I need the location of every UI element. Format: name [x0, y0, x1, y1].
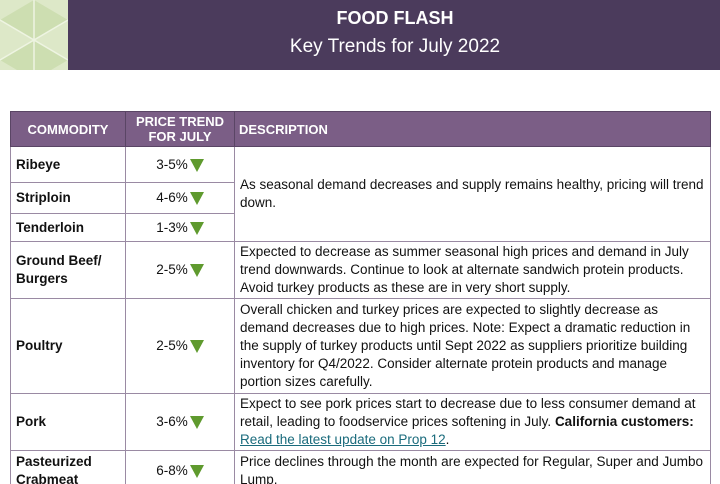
- table-row: Pasteurized Crabmeat 6-8% Price declines t…: [10, 450, 711, 484]
- price-trend: 1-3%: [125, 213, 235, 242]
- commodity: Ground Beef/ Burgers: [10, 241, 126, 299]
- price-trend: 4-6%: [125, 182, 235, 214]
- column-header: PRICE TREND FOR JULY: [125, 111, 235, 147]
- description-bold: California customers:: [554, 414, 694, 429]
- description: Expected to decrease as summer seasonal …: [234, 241, 711, 299]
- commodity: Tenderloin: [10, 213, 126, 242]
- description-text: Overall chicken and turkey prices are ex…: [240, 302, 691, 389]
- description: As seasonal demand decreases and supply …: [234, 146, 711, 242]
- table-row: Striploin 4-6%: [10, 182, 711, 214]
- trend-value: 1-3%: [156, 219, 188, 235]
- trend-value: 3-5%: [156, 156, 188, 172]
- price-trend: 2-5%: [125, 241, 235, 299]
- table-row: Pork 3-6% Expect to see pork prices start …: [10, 393, 711, 451]
- title: FOOD FLASH: [336, 8, 454, 28]
- link[interactable]: Read the latest update on Prop 12: [240, 432, 446, 447]
- down-arrow: [189, 416, 204, 430]
- price-trend: 2-5%: [125, 298, 235, 394]
- description-text: As seasonal demand decreases and supply …: [240, 177, 704, 210]
- commodity: Pork: [10, 393, 126, 451]
- trend-value: 2-5%: [156, 338, 188, 353]
- down-arrow: [189, 221, 204, 235]
- down-arrow: [189, 192, 204, 206]
- price-trend: 3-5%: [125, 146, 235, 183]
- commodity: Ribeye: [10, 146, 126, 183]
- down-arrow: [189, 264, 204, 278]
- trend-value: 6-8%: [156, 462, 188, 478]
- description-text: Price declines through the month are exp…: [240, 453, 704, 484]
- description: Expect to see pork prices start to decre…: [234, 393, 711, 451]
- description-end: .: [445, 432, 450, 447]
- commodity: Striploin: [10, 182, 126, 214]
- description-text: Expected to decrease as summer seasonal …: [240, 244, 689, 295]
- price-trend: 6-8%: [125, 450, 235, 484]
- down-arrow: [189, 158, 204, 172]
- commodity: Poultry: [10, 298, 126, 394]
- table-row: Ribeye 3-5% As seasonal demand decreases a…: [10, 146, 711, 242]
- trend-value: 3-6%: [156, 414, 188, 429]
- description: Overall chicken and turkey prices are ex…: [234, 298, 711, 394]
- banner: FOOD FLASH Key Trends for July 2022: [0, 0, 720, 70]
- down-arrow: [189, 340, 204, 354]
- column-header: COMMODITY: [10, 111, 126, 147]
- description: Price declines through the month are exp…: [234, 450, 711, 484]
- trend-value: 2-5%: [156, 262, 188, 277]
- table: COMMODITY PRICE TREND FOR JULY DESCRIPTI…: [10, 111, 711, 484]
- commodity: Pasteurized Crabmeat: [10, 450, 126, 484]
- down-arrow: [189, 464, 204, 478]
- trend-value: 4-6%: [156, 190, 188, 205]
- table-row: Poultry 2-5% Overall chicken and turkey pr…: [10, 298, 711, 394]
- subtitle: Key Trends for July 2022: [289, 36, 501, 57]
- price-trend: 3-6%: [125, 393, 235, 451]
- description-text: Expect to see pork prices start to decre…: [240, 396, 696, 429]
- table-row: Ground Beef/ Burgers 2-5% Expected to decr…: [10, 241, 711, 299]
- column-header: DESCRIPTION: [234, 111, 711, 147]
- decoration: [0, 0, 68, 70]
